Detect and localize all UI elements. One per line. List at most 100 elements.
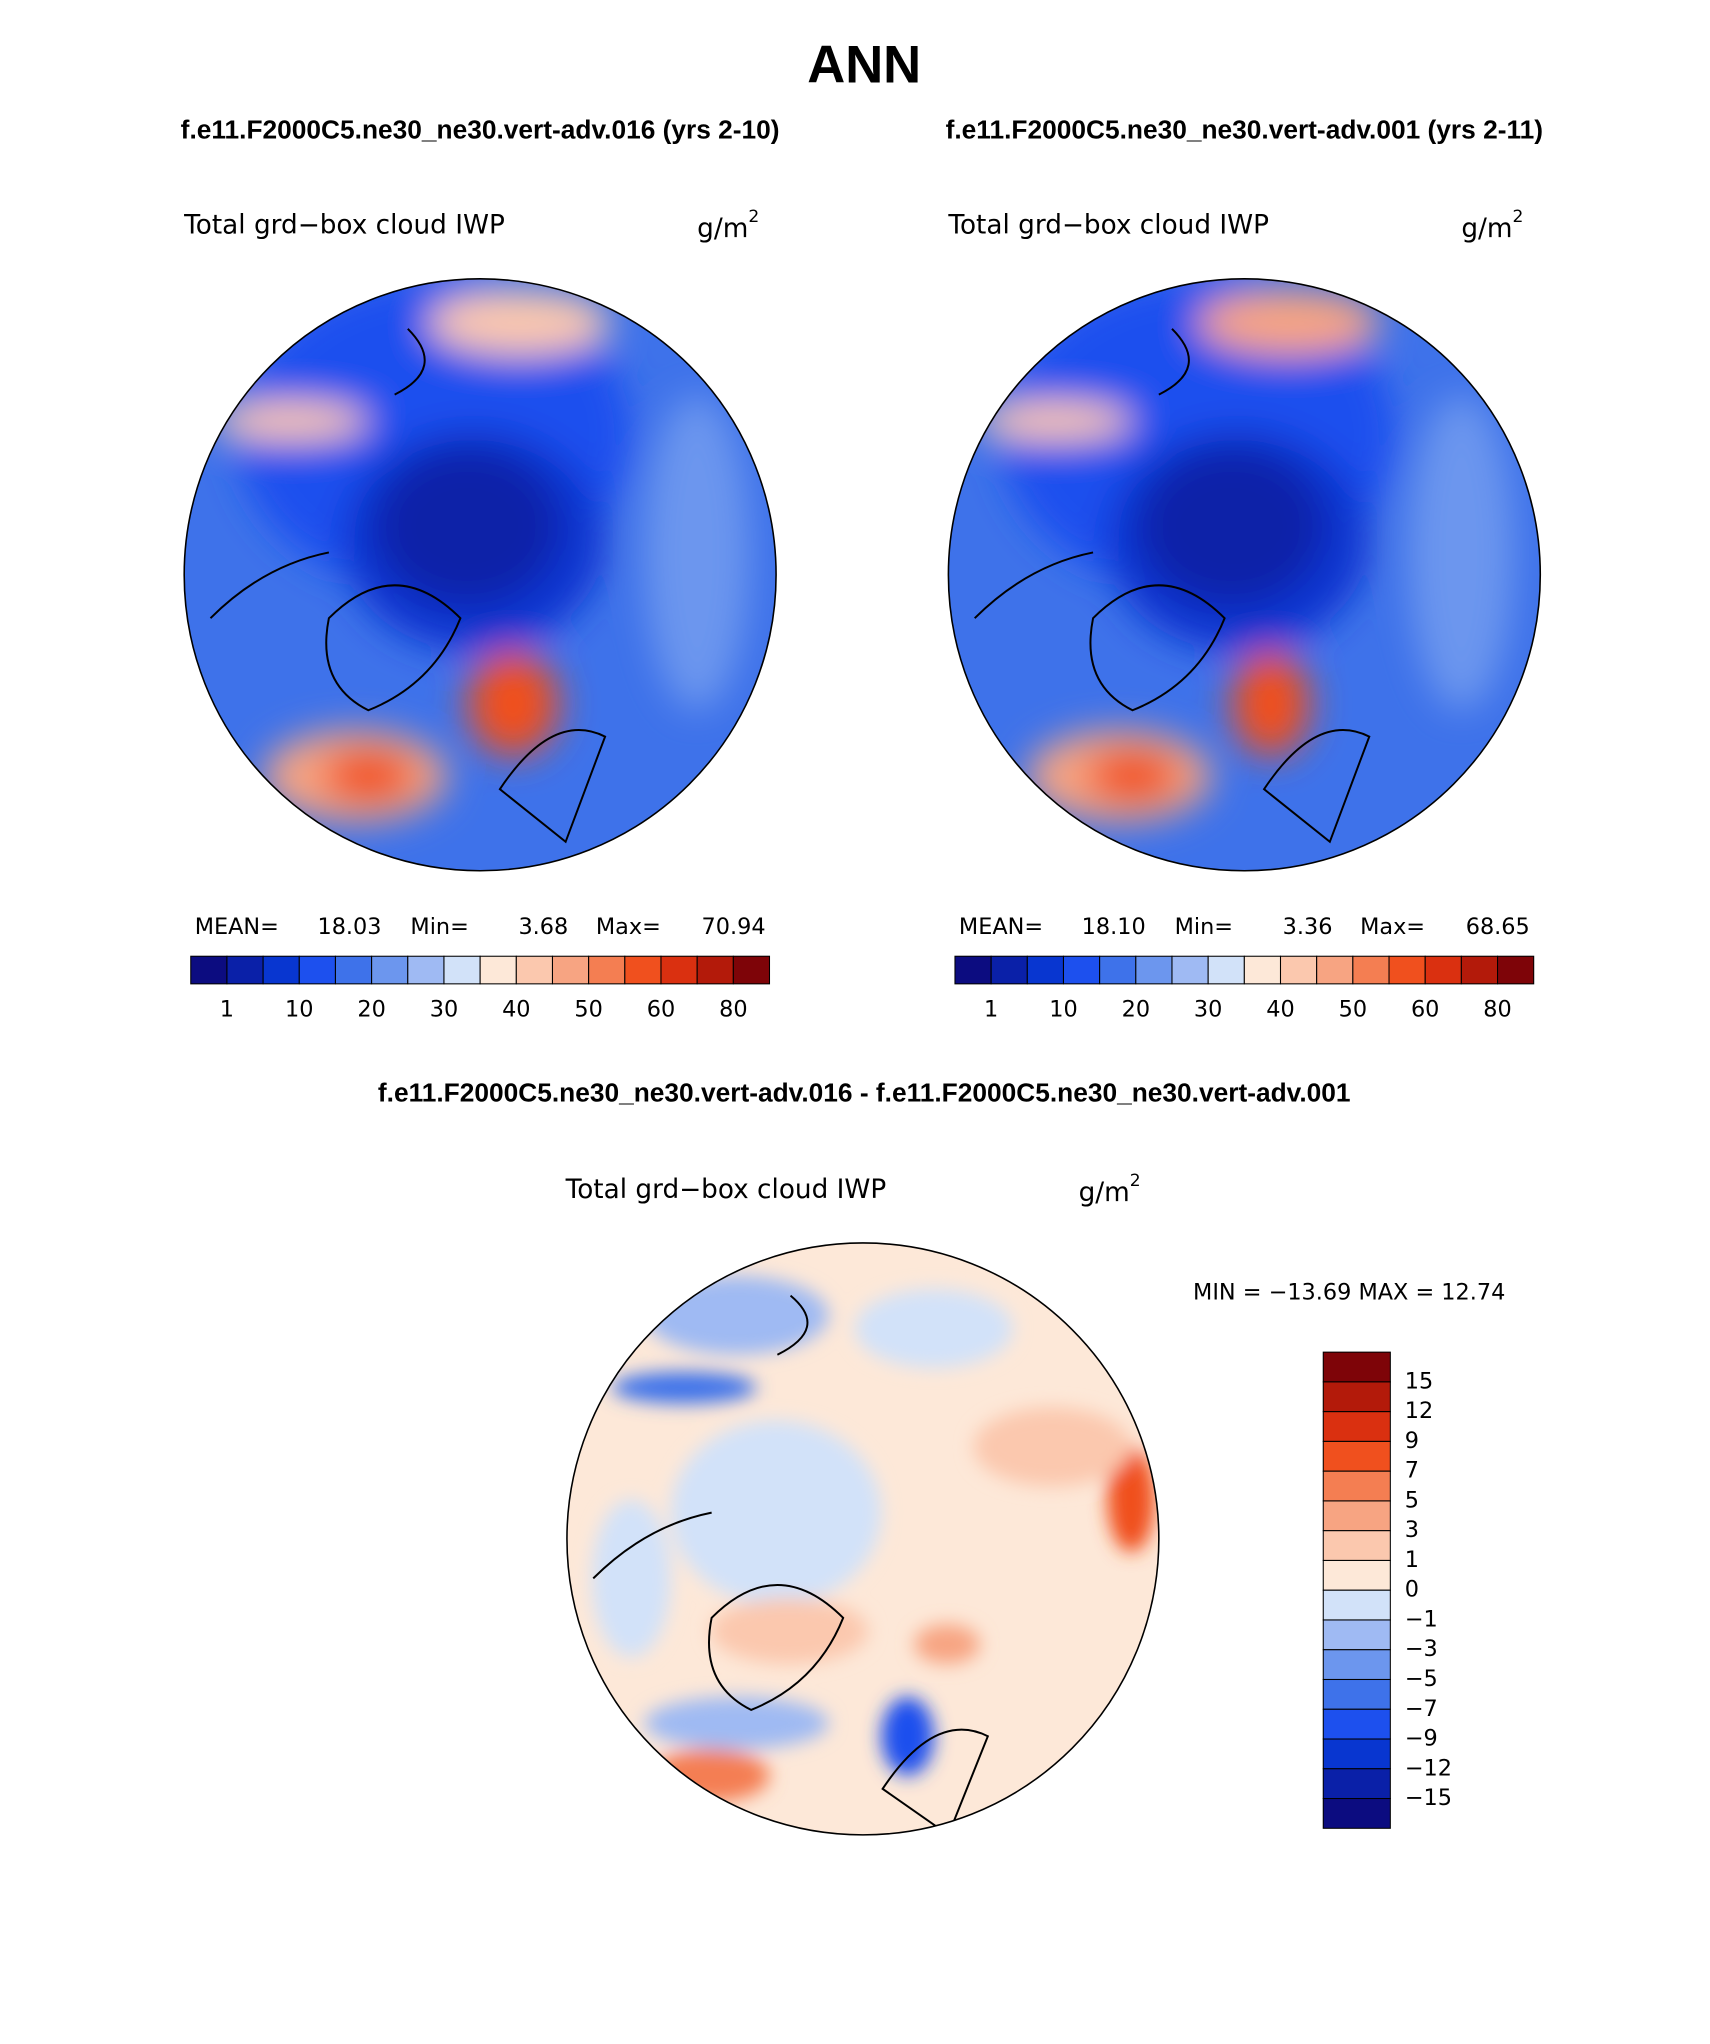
units: g/m2 [697,207,759,243]
field-title: Total grd−box cloud IWP [565,1175,887,1205]
field-title: Total grd−box cloud IWP [183,211,505,241]
colorbar-box [1322,1411,1391,1442]
colorbar-label: 60 [647,997,675,1023]
stat: Max= [596,914,661,940]
map-border [183,278,777,872]
units-text: g/m [1079,1177,1130,1207]
colorbar-label: 40 [502,997,530,1023]
units-exponent: 2 [1513,207,1524,227]
colorbar-label: 10 [285,997,313,1023]
stat: 18.03 [317,914,381,940]
colorbar-box [1322,1768,1391,1800]
colorbar-label: 1 [220,997,234,1023]
colorbar-box [1460,955,1499,985]
colorbar-label: −15 [1405,1785,1452,1811]
colorbar-label: 30 [430,997,458,1023]
panel-caption: f.e11.F2000C5.ne30_ne30.vert-adv.001 (yr… [946,114,1543,144]
colorbar-label: 1 [984,997,998,1023]
colorbar-box [407,955,445,985]
map-border [947,278,1542,872]
stat: Min= [1175,914,1233,940]
colorbar-box [371,955,409,985]
colorbar-box [1497,955,1535,985]
colorbar-label: −1 [1405,1606,1438,1632]
colorbar-label: −12 [1405,1755,1452,1781]
colorbar-box [1243,955,1282,985]
field-title: Total grd−box cloud IWP [947,211,1269,241]
colorbar-box [1322,1470,1391,1502]
min-max: MIN = −13.69 MAX = 12.74 [1193,1279,1505,1305]
colorbar-box [1388,955,1426,985]
colorbar-box [479,955,517,985]
colorbar-box [1322,1649,1391,1681]
colorbar-box [1322,1798,1391,1829]
colorbar-box [696,955,734,985]
colorbar-box [954,955,992,985]
units: g/m2 [1461,207,1523,243]
colorbar-label: 30 [1194,997,1222,1023]
colorbar-box [1322,1530,1391,1561]
main-title: ANN [807,35,921,94]
colorbar-box [1352,955,1390,985]
colorbar-label: 50 [1339,997,1367,1023]
stat: Min= [410,914,468,940]
units-exponent: 2 [748,207,759,227]
colorbar-box [1316,955,1354,985]
colorbar-box [660,955,698,985]
colorbar-box [1135,955,1173,985]
colorbar-box [588,955,626,985]
colorbar-box [1322,1738,1391,1770]
colorbar-label: 15 [1405,1368,1433,1394]
colorbar-label: 1 [1405,1547,1419,1573]
colorbar-box [262,955,300,985]
units: g/m2 [1079,1171,1141,1207]
colorbar-label: 20 [357,997,385,1023]
colorbar-box [1322,1619,1391,1651]
stat: 3.36 [1283,914,1333,940]
map [566,1242,1159,1835]
colorbar-label: 7 [1405,1458,1419,1484]
colorbar-label: 80 [1483,997,1511,1023]
colorbar-label: −3 [1405,1636,1438,1662]
colorbar-box [515,955,554,985]
colorbar-box [190,955,228,985]
colorbar-box [1171,955,1209,985]
colorbar-label: −5 [1405,1666,1438,1692]
colorbar-box [624,955,662,985]
colorbar-box [443,955,481,985]
colorbar-box [1279,955,1318,985]
stat: Max= [1360,914,1425,940]
colorbar-box [1322,1500,1391,1532]
colorbar-box [334,955,373,985]
units-exponent: 2 [1130,1171,1141,1191]
stat: 18.10 [1082,914,1146,940]
colorbar-box [1062,955,1101,985]
colorbar-box [1322,1678,1391,1710]
units-text: g/m [697,213,748,243]
colorbar-box [1322,1589,1391,1621]
colorbar-label: 20 [1122,997,1150,1023]
map [184,278,777,871]
panel-caption: f.e11.F2000C5.ne30_ne30.vert-adv.016 - f… [378,1077,1351,1107]
colorbar-label: 9 [1405,1428,1419,1454]
colorbar-label: −7 [1405,1696,1438,1722]
colorbar-box [1322,1559,1391,1591]
colorbar-box [1322,1440,1391,1472]
colorbar-box [990,955,1028,985]
stat: 3.68 [518,914,568,940]
colorbar-box [1322,1351,1391,1383]
panel-caption: f.e11.F2000C5.ne30_ne30.vert-adv.016 (yr… [181,114,780,144]
colorbars: MEAN= 18.03 Min= 3.68 Max= 70.941 10 20 30 40 50 60… [190,914,1535,1829]
map [948,278,1541,871]
colorbar-label: 50 [574,997,602,1023]
colorbar-box [1424,955,1462,985]
colorbar-box [226,955,264,985]
stat: 68.65 [1466,914,1530,940]
colorbar-label: 10 [1049,997,1077,1023]
stat: 70.94 [702,914,766,940]
colorbar-label: 60 [1411,997,1439,1023]
colorbar-box [1207,955,1245,985]
colorbar-box [732,955,771,985]
colorbar-box [298,955,336,985]
